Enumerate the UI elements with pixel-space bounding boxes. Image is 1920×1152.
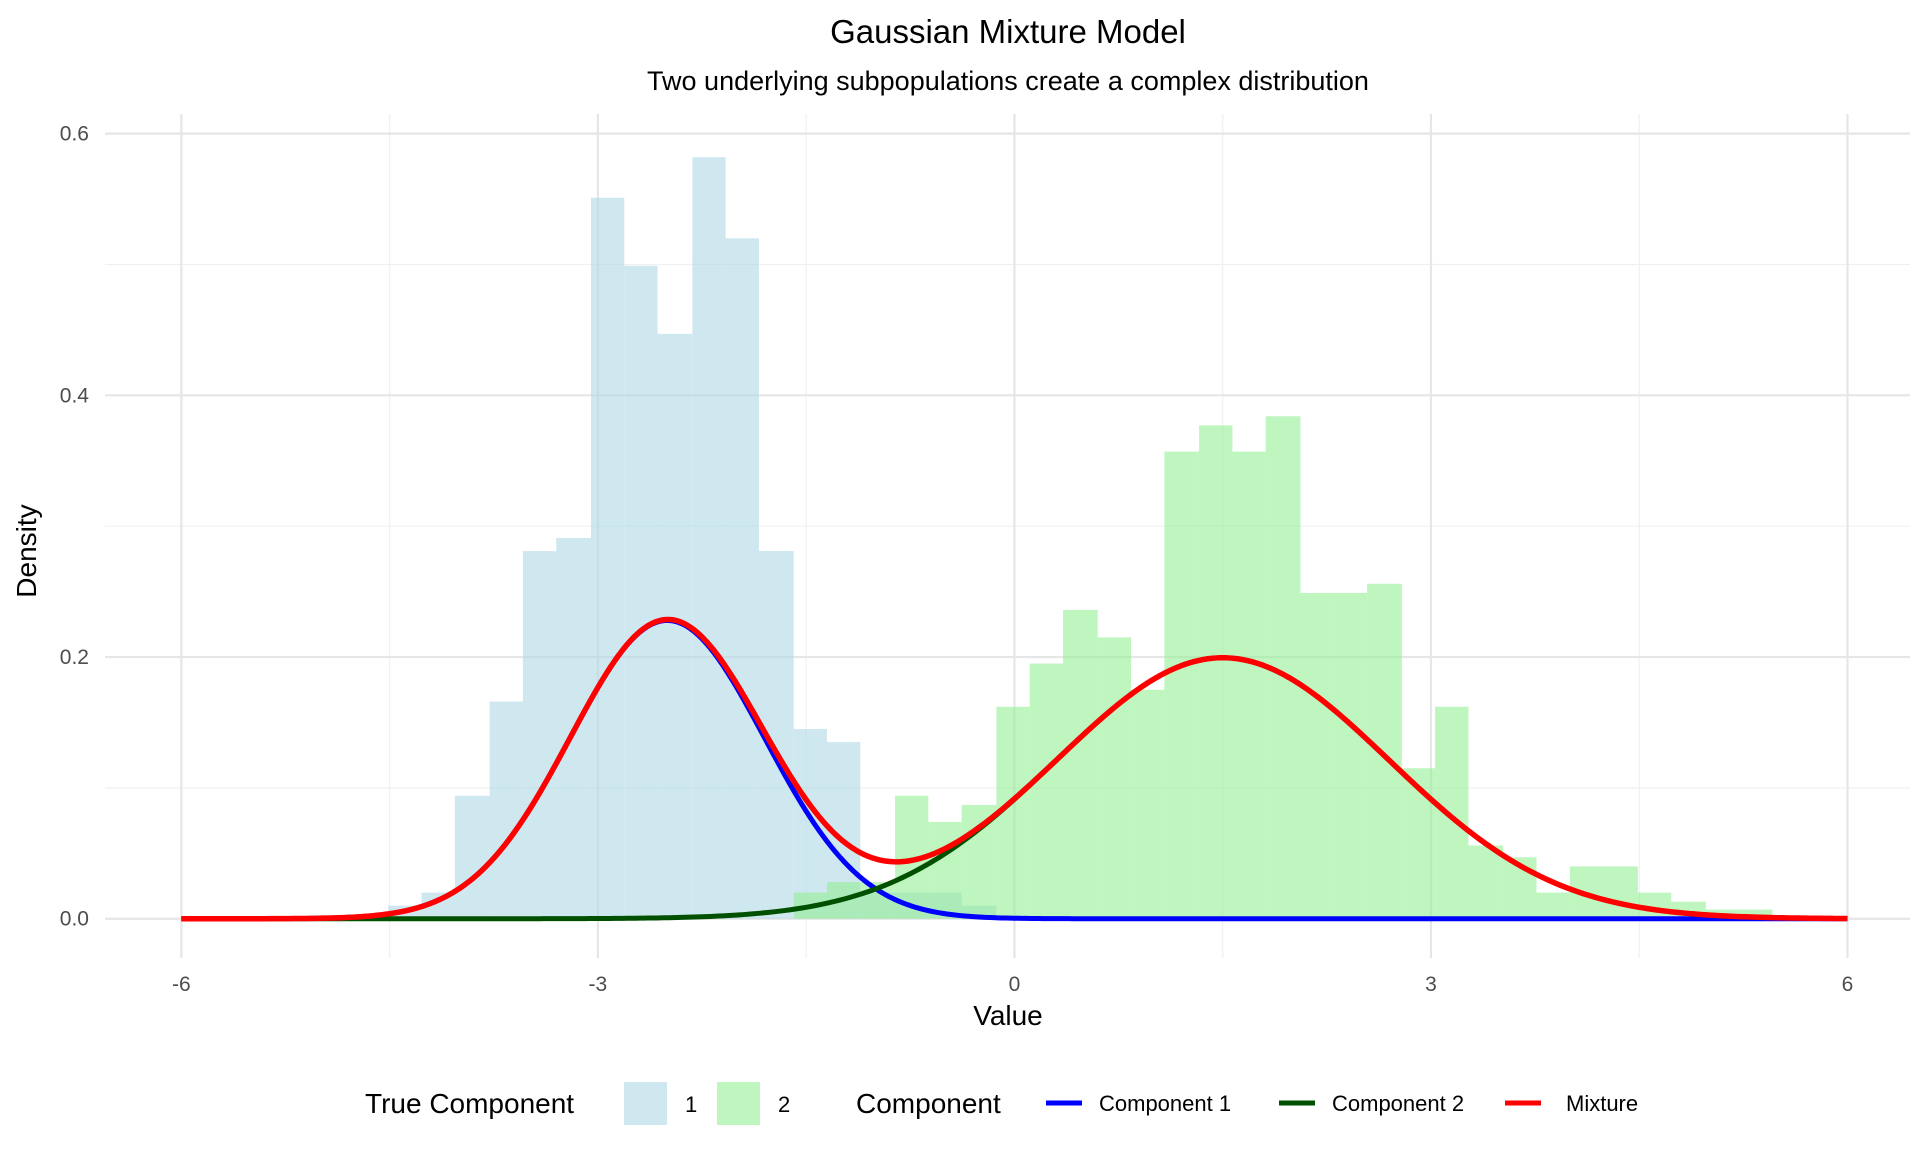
density-line-mixture [181, 616, 1848, 922]
x-axis-ticks: -6 -3 0 3 6 [172, 973, 1853, 996]
legend-line-label-component-1: Component 1 [1099, 1091, 1231, 1116]
y-tick-label: 0.6 [60, 123, 89, 146]
histogram-bar-component-2 [1739, 909, 1773, 919]
chart-subtitle: Two underlying subpopulations create a c… [647, 66, 1369, 96]
y-axis-title: Density [11, 504, 42, 597]
plot-area [105, 114, 1910, 958]
legend-fill-title: True Component [365, 1088, 574, 1119]
histogram-bar-component-2 [1131, 689, 1165, 919]
histogram-bar-component-2 [1401, 768, 1436, 919]
y-axis-ticks: 0.0 0.2 0.4 0.6 [60, 123, 90, 931]
histogram-bar-component-1 [793, 729, 827, 919]
histogram-bar-component-2 [1468, 845, 1504, 919]
histogram-bar-component-1 [522, 551, 557, 919]
x-tick-label: 6 [1842, 973, 1854, 996]
y-tick-label: 0.4 [60, 384, 90, 407]
histogram-bar-component-2 [961, 804, 997, 919]
histogram-bar-component-2 [1029, 663, 1064, 919]
histogram-bar-component-2 [1536, 892, 1570, 919]
histogram-bar-component-2 [1063, 609, 1098, 919]
y-tick-label: 0.2 [60, 646, 89, 669]
legend-line-title: Component [856, 1088, 1001, 1119]
legend: True Component 1 2 Component Component 1… [365, 1082, 1638, 1125]
histogram-bar-component-1 [590, 197, 625, 919]
histogram-bar-component-2 [928, 821, 962, 919]
legend-fill-label-2: 2 [778, 1092, 790, 1117]
y-tick-label: 0.0 [60, 908, 89, 931]
x-tick-label: -3 [589, 973, 608, 996]
histogram-bar-component-2 [1333, 592, 1368, 919]
legend-line-label-mixture: Mixture [1566, 1091, 1638, 1116]
histogram-bar-component-2 [1097, 637, 1132, 919]
legend-fill-swatch-1 [624, 1082, 667, 1125]
histogram-bar-component-2 [1435, 706, 1469, 919]
histogram-bar-component-2 [1164, 451, 1200, 919]
x-tick-label: 3 [1425, 973, 1437, 996]
x-axis-title: Value [973, 1000, 1043, 1031]
histogram-bar-component-2 [1199, 425, 1233, 919]
histogram-bar-component-1 [692, 157, 726, 919]
histogram-bars [388, 157, 1773, 919]
x-tick-label: 0 [1009, 973, 1021, 996]
x-tick-label: -6 [172, 973, 191, 996]
density-curves [181, 616, 1848, 922]
histogram-bar-component-1 [725, 238, 759, 919]
chart-title: Gaussian Mixture Model [830, 13, 1186, 50]
histogram-bar-component-1 [624, 265, 658, 919]
legend-fill-label-1: 1 [685, 1092, 697, 1117]
legend-line-label-component-2: Component 2 [1332, 1091, 1464, 1116]
histogram-bar-component-2 [1300, 592, 1334, 919]
histogram-bar-component-2 [1367, 583, 1402, 919]
histogram-bar-component-2 [1604, 866, 1638, 919]
legend-fill-swatch-2 [717, 1082, 760, 1125]
histogram-bar-component-1 [454, 795, 490, 919]
histogram-bar-component-1 [489, 701, 523, 919]
histogram-bar-component-2 [1232, 451, 1266, 919]
